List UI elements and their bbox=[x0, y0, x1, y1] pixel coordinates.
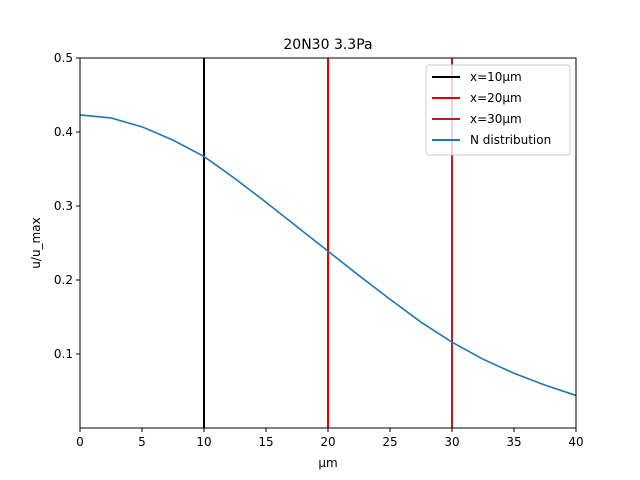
x-tick-label: 0 bbox=[76, 435, 84, 449]
x-tick-label: 15 bbox=[258, 435, 273, 449]
y-tick-label: 0.4 bbox=[54, 125, 73, 139]
x-tick-label: 25 bbox=[382, 435, 397, 449]
legend-label: x=20µm bbox=[470, 91, 522, 105]
x-tick-label: 5 bbox=[138, 435, 146, 449]
x-axis-label: µm bbox=[318, 456, 337, 470]
legend-box bbox=[425, 64, 571, 156]
legend-label: N distribution bbox=[470, 133, 551, 147]
y-tick-label: 0.2 bbox=[54, 273, 73, 287]
y-axis-ticks: 0.1 0.2 0.3 0.4 0.5 bbox=[54, 51, 80, 361]
x-tick-label: 40 bbox=[568, 435, 583, 449]
x-tick-label: 10 bbox=[196, 435, 211, 449]
y-tick-label: 0.1 bbox=[54, 347, 73, 361]
y-tick-label: 0.3 bbox=[54, 199, 73, 213]
legend: x=10µm x=20µm x=30µm N distribution bbox=[425, 64, 571, 156]
y-tick-label: 0.5 bbox=[54, 51, 73, 65]
legend-label: x=30µm bbox=[470, 112, 522, 126]
chart-title: 20N30 3.3Pa bbox=[283, 37, 372, 53]
series-line-1 bbox=[79, 114, 577, 397]
y-axis-label: u/u_max bbox=[29, 217, 43, 268]
x-tick-label: 35 bbox=[506, 435, 521, 449]
x-tick-label: 20 bbox=[320, 435, 335, 449]
x-tick-label: 30 bbox=[444, 435, 459, 449]
legend-label: x=10µm bbox=[470, 70, 522, 84]
x-axis-ticks: 0 5 10 15 20 25 30 35 40 bbox=[76, 428, 584, 449]
